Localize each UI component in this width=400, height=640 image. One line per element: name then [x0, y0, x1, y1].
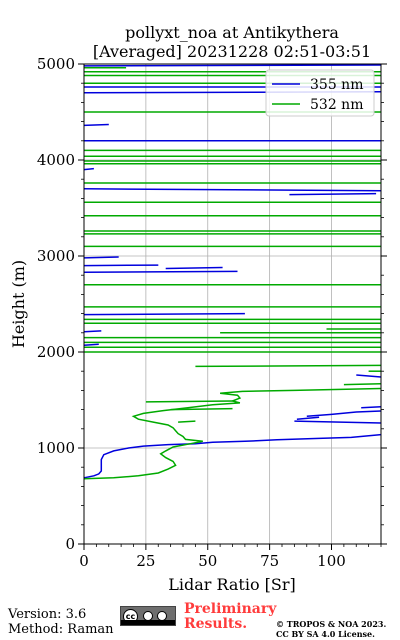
series-segment-532-nm [170, 407, 233, 411]
y-axis-label: Height (m) [9, 260, 28, 348]
series-segment-355-nm [289, 192, 377, 196]
series-segment-355-nm [294, 420, 382, 424]
y-tick-label: 3000 [37, 247, 75, 265]
series-line-355-nm [83, 433, 382, 479]
x-tick-label: 75 [260, 552, 279, 570]
series-segment-355-nm [83, 64, 382, 67]
series-segment-355-nm [83, 256, 119, 259]
y-tick-label: 4000 [37, 151, 75, 169]
series-segment-532-nm [145, 400, 233, 403]
series-line-532-nm [83, 387, 382, 480]
version-text: Version: 3.6 [8, 607, 87, 622]
series-segment-355-nm [83, 343, 99, 347]
plot-area [84, 64, 381, 544]
series-segment-355-nm [83, 312, 245, 316]
cc-by-sa-license-icon: cc [120, 606, 176, 626]
y-tick-label: 2000 [37, 343, 75, 361]
y-tick-label: 0 [65, 535, 75, 553]
series-segment-355-nm [296, 416, 320, 420]
method-text: Method: Raman [8, 622, 114, 637]
series-segment-355-nm [356, 374, 382, 378]
series-segment-532-nm [178, 420, 196, 423]
series-segment-355-nm [83, 270, 238, 274]
series-segment-355-nm [83, 123, 109, 127]
y-tick-label: 5000 [37, 55, 75, 73]
series-segment-532-nm [195, 364, 382, 368]
legend-label: 532 nm [310, 97, 363, 113]
chart-subtitle: [Averaged] 20231228 02:51-03:51 [93, 42, 371, 61]
copyright-line1: © TROPOS & NOA 2023. [276, 619, 387, 629]
series-segment-532-nm [343, 382, 382, 386]
copyright-line2: CC BY SA 4.0 License. [276, 629, 375, 639]
legend-label: 355 nm [310, 77, 363, 93]
preliminary-line2: Results. [184, 616, 248, 632]
series-segment-355-nm [83, 167, 94, 171]
lidar-ratio-chart: pollyxt_noa at Antikythera [Averaged] 20… [9, 23, 387, 594]
preliminary-results-notice: Preliminary Results. [184, 602, 276, 632]
series-segment-355-nm [83, 330, 102, 333]
preliminary-line1: Preliminary [184, 601, 277, 617]
series-segment-355-nm [83, 188, 382, 192]
series-segment-355-nm [361, 405, 382, 409]
x-tick-label: 50 [198, 552, 217, 570]
series-segment-355-nm [306, 410, 382, 418]
x-tick-label: 100 [317, 552, 346, 570]
copyright-notice: © TROPOS & NOA 2023. CC BY SA 4.0 Licens… [276, 619, 386, 639]
series-segment-355-nm [83, 264, 159, 267]
chart-title: pollyxt_noa at Antikythera [125, 23, 339, 42]
y-tick-label: 1000 [37, 439, 75, 457]
x-axis-label: Lidar Ratio [Sr] [168, 575, 296, 594]
series-segment-355-nm [165, 266, 223, 270]
x-tick-label: 0 [79, 552, 89, 570]
x-tick-label: 25 [136, 552, 155, 570]
